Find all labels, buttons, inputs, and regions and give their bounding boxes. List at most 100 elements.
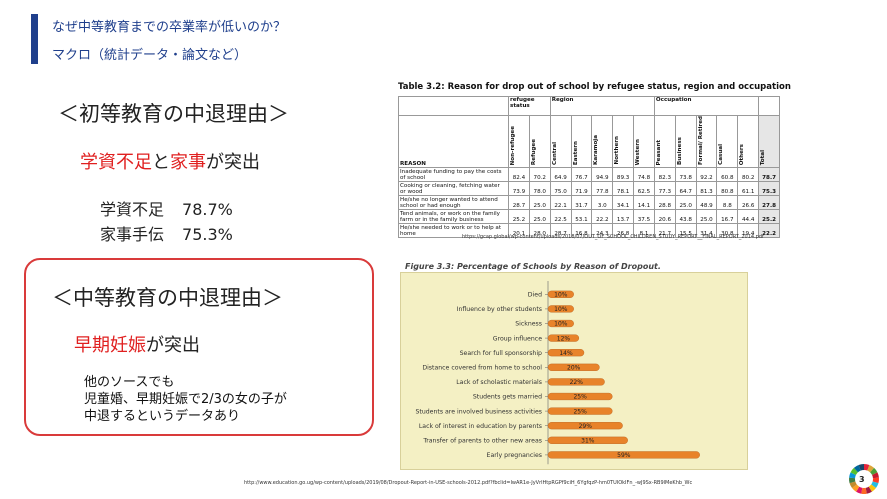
value-cell: 27.8 xyxy=(758,194,780,210)
data-label: 14% xyxy=(559,350,573,357)
value-cell: 80.8 xyxy=(716,180,739,196)
page-number: 3 xyxy=(859,475,865,484)
data-label: 25% xyxy=(573,408,587,415)
bar xyxy=(547,349,585,357)
stat-value: 78.7% xyxy=(182,200,233,219)
category-label: Students are involved business activitie… xyxy=(415,408,542,415)
data-label: 59% xyxy=(617,452,631,459)
value-cell: 70.2 xyxy=(528,166,551,182)
column-header: Total xyxy=(758,115,780,168)
category-label: Lack of scholastic materials xyxy=(456,379,542,386)
value-cell: 13.7 xyxy=(612,208,635,224)
column-header-label: Peasant xyxy=(655,139,662,165)
table-row: Tend animals, or work on the family farm… xyxy=(398,208,780,224)
value-cell: 77.3 xyxy=(653,180,676,196)
bar xyxy=(547,290,574,298)
value-cell: 82.3 xyxy=(653,166,676,182)
column-header-label: Non-refugee xyxy=(510,125,516,165)
value-cell: 78.1 xyxy=(612,180,635,196)
highlight-pregnancy: 早期妊娠 xyxy=(74,335,146,356)
value-cell: 75.3 xyxy=(758,180,780,196)
column-header-label: Formal/ Retired xyxy=(697,116,704,165)
value-cell: 82.4 xyxy=(508,166,530,182)
data-label: 10% xyxy=(554,306,568,313)
category-label: Influence by other students xyxy=(457,306,542,313)
table-source-url[interactable]: https://gcap.global/wp-content/uploads/2… xyxy=(462,234,764,240)
category-label: Group influence xyxy=(493,335,542,342)
highlight-housework: 家事 xyxy=(170,152,206,173)
column-header: Others xyxy=(737,115,760,168)
column-header: Non-refugee xyxy=(508,115,530,168)
bar xyxy=(547,334,580,342)
value-cell: 25.2 xyxy=(758,208,780,224)
table-group-row: refugee status Region Occupation xyxy=(398,96,780,116)
value-cell: 75.0 xyxy=(549,180,572,196)
column-header: Formal/ Retired xyxy=(695,115,718,168)
value-cell: 22.2 xyxy=(758,222,780,238)
column-header: Casual xyxy=(716,115,739,168)
table-group-header: refugee status xyxy=(508,96,551,116)
value-cell: 25.0 xyxy=(674,194,697,210)
value-cell: 28.8 xyxy=(653,194,676,210)
column-header-label: Central xyxy=(551,141,558,165)
data-label: 25% xyxy=(573,394,587,401)
value-cell: 76.7 xyxy=(570,166,593,182)
reason-cell: He/she needed to work or to help at home xyxy=(398,222,509,238)
value-cell: 25.2 xyxy=(508,208,530,224)
category-label: Distance covered from home to school xyxy=(422,365,542,372)
column-header: Eastern xyxy=(570,115,593,168)
value-cell: 64.7 xyxy=(674,180,697,196)
reason-cell: Cooking or cleaning, fetching water or w… xyxy=(398,180,509,196)
table-row: Inadequate funding to pay the costs of s… xyxy=(398,166,780,182)
value-cell: 22.1 xyxy=(549,194,572,210)
figure-title: Figure 3.3: Percentage of Schools by Rea… xyxy=(405,262,661,271)
value-cell: 3.0 xyxy=(591,194,614,210)
value-cell: 73.9 xyxy=(508,180,530,196)
value-cell: 22.5 xyxy=(549,208,572,224)
value-cell: 89.3 xyxy=(612,166,635,182)
column-header: Refugee xyxy=(528,115,551,168)
dropout-reason-table: refugee status Region Occupation REASON Non-… xyxy=(398,96,780,238)
value-cell: 94.9 xyxy=(591,166,614,182)
bar xyxy=(547,392,613,401)
column-header: Karamoja xyxy=(591,115,614,168)
column-header-label: Others xyxy=(739,143,746,165)
highlight-funding: 学資不足 xyxy=(80,152,152,173)
value-cell: 74.8 xyxy=(633,166,655,182)
note-line: 中退するというデータあり xyxy=(84,409,241,424)
reason-cell: He/she no longer wanted to attend school… xyxy=(398,194,509,210)
bar xyxy=(547,305,574,313)
value-cell: 25.0 xyxy=(528,208,551,224)
table-group-header: Region xyxy=(549,96,655,116)
slide-title: なぜ中等教育までの卒業率が低いのか？ xyxy=(52,20,287,35)
bar xyxy=(547,451,700,459)
column-header-label: Refugee xyxy=(530,138,537,165)
column-header-label: Casual xyxy=(718,144,725,165)
table-row: He/she needed to work or to help at home… xyxy=(398,222,780,238)
value-cell: 48.9 xyxy=(695,194,718,210)
value-cell: 80.2 xyxy=(737,166,760,182)
value-cell: 62.5 xyxy=(633,180,655,196)
secondary-note: 他のソースでも 児童婚、早期妊娠で2/3の女の子が 中退するというデータあり xyxy=(84,374,287,425)
highlight-tail: が突出 xyxy=(206,152,260,173)
category-label: Lack of interest in education by parents xyxy=(419,423,542,430)
column-header-label: Northern xyxy=(614,136,621,165)
stat-housework: 家事手伝 75.3% xyxy=(100,221,233,245)
sdg-wheel-icon xyxy=(849,464,879,494)
value-cell: 77.8 xyxy=(591,180,614,196)
value-cell: 44.4 xyxy=(737,208,760,224)
column-header: Northern xyxy=(612,115,635,168)
secondary-callout-box xyxy=(24,258,374,436)
bar xyxy=(547,378,605,386)
column-header: Central xyxy=(549,115,572,168)
value-cell: 78.7 xyxy=(758,166,780,182)
category-label: Transfer of parents to other new areas xyxy=(422,438,542,445)
data-label: 20% xyxy=(567,365,581,372)
secondary-highlight: 早期妊娠が突出 xyxy=(74,331,200,357)
value-cell: 92.2 xyxy=(695,166,718,182)
table-group-blank xyxy=(758,96,780,116)
table-title: Table 3.2: Reason for drop out of school… xyxy=(398,82,791,92)
value-cell: 81.3 xyxy=(695,180,718,196)
chart-source-url[interactable]: http://www.education.go.ug/wp-content/up… xyxy=(244,480,693,486)
column-header: Peasant xyxy=(653,115,676,168)
